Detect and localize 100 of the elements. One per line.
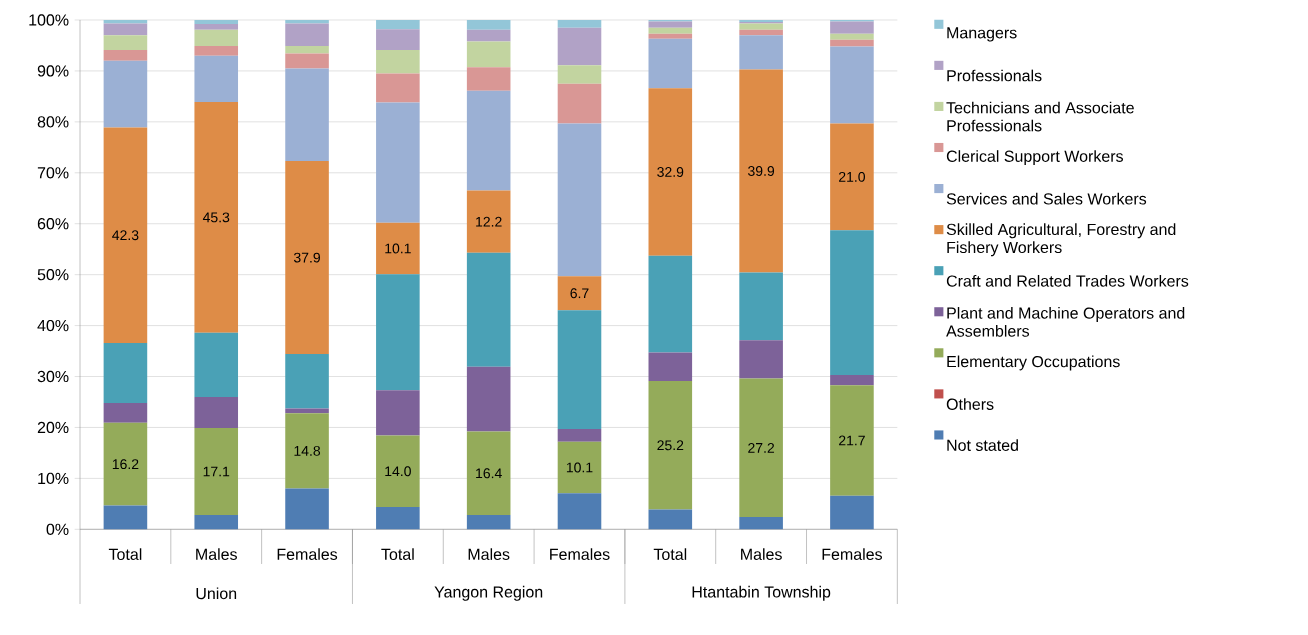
bar [466,252,511,368]
bar [830,385,874,496]
bar [648,21,693,28]
y-tick-label: 0% [46,523,69,536]
data-label: 37.9 [293,252,320,263]
bar [557,27,602,66]
bar [194,428,239,516]
x-tick-label: Females [822,548,883,561]
bar [466,67,511,91]
legend-label: Managers [947,27,1017,42]
bar [830,46,874,124]
bar [466,367,511,432]
bar [557,83,602,124]
legend-label: Skilled Agricultural, Forestry and Fishery Workers [946,223,1176,257]
bar [739,69,783,273]
bar [739,272,783,341]
bar [103,403,148,424]
x-tick-label: Total [653,548,687,561]
legend-label: Not stated [947,439,1018,452]
bar [103,60,148,128]
bar [376,50,420,74]
data-label: 16.2 [112,459,139,470]
bar [285,53,329,69]
bar [648,509,693,530]
y-tick-label: 90% [37,65,69,77]
bar [194,46,239,56]
bar [376,390,420,436]
data-label: 16.4 [476,468,502,479]
data-label: 45.3 [202,212,230,223]
bar [557,493,602,530]
text: Yangon Region [434,586,543,601]
bar [739,340,783,379]
bar [194,29,239,47]
bar [194,102,239,333]
bar [648,88,693,256]
data-label: 39.9 [748,166,775,177]
data-label: 14.0 [385,466,411,477]
bar [739,378,783,518]
data-label: 10.1 [566,462,593,473]
bar [376,102,420,223]
bar [376,73,420,103]
bar [376,274,420,391]
legend-label: Others [946,398,994,411]
data-label: 17.1 [203,466,230,477]
x-tick-label: Total [381,548,414,561]
y-tick-label: 80% [37,116,69,128]
bar [466,20,511,30]
bar [830,230,874,376]
bar [830,33,874,41]
bar [194,20,239,25]
bar [103,20,148,24]
y-tick-label: 30% [37,371,69,383]
data-label: 27.2 [748,443,775,453]
data-label: 42.3 [112,230,139,241]
bar [103,423,148,506]
bar [466,515,511,530]
bar [557,310,602,430]
y-tick-label: 20% [37,421,69,434]
bar [557,276,602,311]
legend-label: Craft and Related Trades Workers [946,275,1189,287]
x-tick-label: Males [468,548,510,561]
legend-label: Services and Sales Workers [946,193,1147,205]
legend-label: Professionals [947,69,1042,82]
bar [376,20,420,30]
data-label: 32.9 [657,167,684,178]
bar [739,517,783,530]
bar [103,127,148,344]
bar [648,39,693,89]
bar [830,123,874,231]
data-label: 12.2 [476,216,502,227]
bar [466,29,511,42]
bar [103,343,148,404]
y-tick-label: 40% [37,320,69,332]
x-tick-label: Females [277,548,338,561]
bar [103,50,148,61]
x-tick-label: Males [196,548,237,561]
x-tick-label: Females [550,548,610,561]
bar [648,33,693,40]
bar [830,495,874,530]
bar [557,65,602,84]
x-tick-label: Total [108,548,142,561]
legend-label: Technicians and Associate Professionals [946,101,1134,132]
bar [466,90,511,191]
bar [830,40,874,47]
bar [285,161,329,355]
bar [376,29,420,51]
y-tick-label: 50% [37,269,69,281]
bar [557,123,602,277]
bar [830,21,874,34]
bar [285,46,329,54]
legend-label: Clerical Support Workers [946,150,1124,166]
bar [103,23,148,36]
bar [466,190,511,253]
bar [648,352,693,382]
y-tick-label: 60% [37,218,69,230]
bar [103,505,148,530]
bar [194,55,239,103]
bar [466,431,511,516]
bar [285,413,329,489]
x-tick-label: Males [741,548,782,561]
